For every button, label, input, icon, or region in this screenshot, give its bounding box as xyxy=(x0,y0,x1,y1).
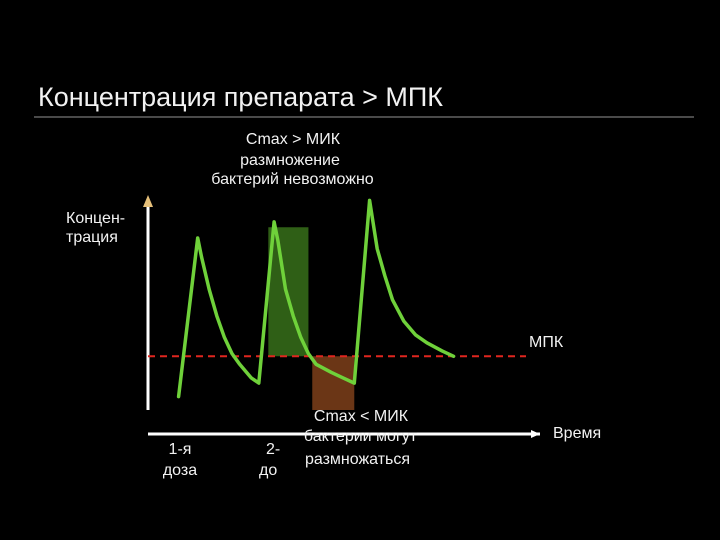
y-axis-label-line2: трация xyxy=(66,229,118,246)
dose2-line1: 2- xyxy=(266,441,281,458)
cmax-below-label: Cmax < МИК xyxy=(313,408,409,425)
dose1-line1: 1-я xyxy=(168,441,192,458)
growth-line1: бактерии могут xyxy=(303,428,418,445)
dose2-line2: до xyxy=(259,462,278,479)
title-divider xyxy=(34,116,694,118)
y-axis-label-line1: Концен- xyxy=(66,210,126,227)
cmax-above-label: Cmax > МИК xyxy=(245,131,341,148)
y-axis-arrow-icon xyxy=(143,195,153,207)
growth-line2: размножаться xyxy=(304,451,411,468)
no-growth-line2: бактерий невозможно xyxy=(211,171,374,188)
mpk-label: МПК xyxy=(529,334,564,351)
slide-title: Концентрация препарата > МПК xyxy=(38,82,444,112)
cmax-above-mik-zone xyxy=(268,227,309,357)
x-axis-label: Время xyxy=(553,425,602,442)
concentration-curve xyxy=(176,198,456,399)
dose1-line2: доза xyxy=(162,462,198,479)
no-growth-line1: размножение xyxy=(240,152,340,169)
